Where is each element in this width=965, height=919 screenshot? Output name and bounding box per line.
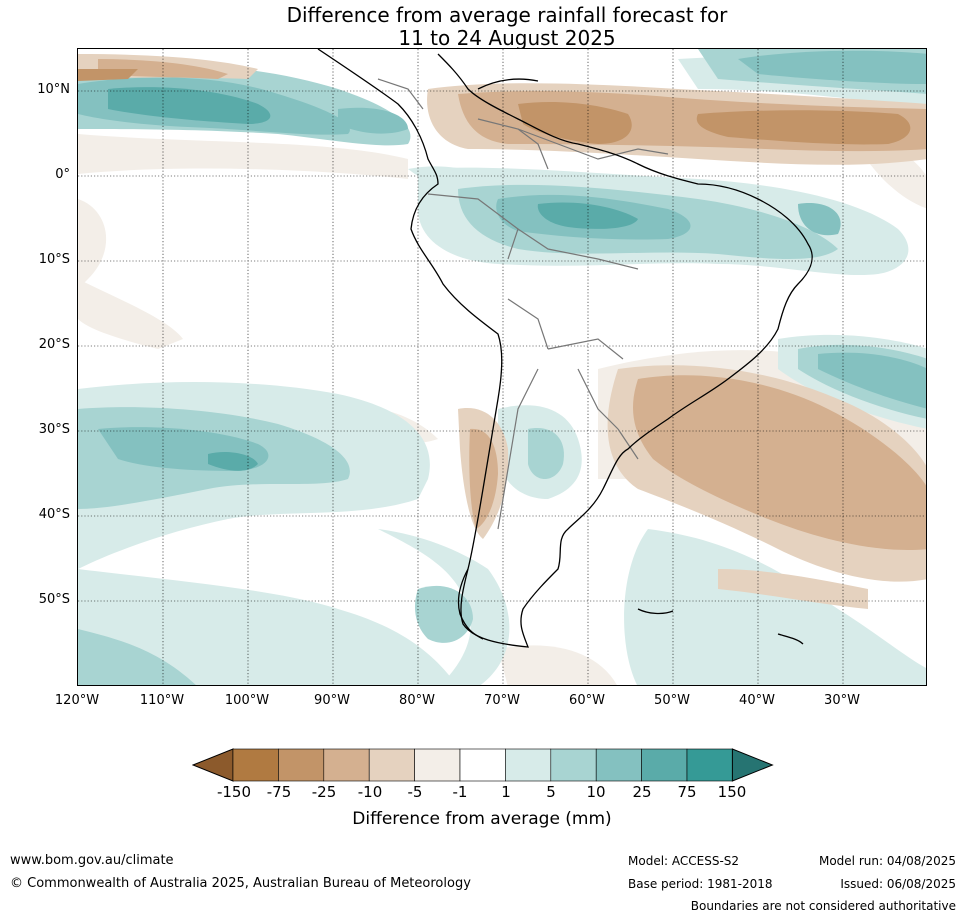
lat-label-40s: 40°S xyxy=(38,507,70,522)
colorbar-tick-label: -25 xyxy=(311,783,337,801)
lon-label-80w: 80°W xyxy=(399,693,435,708)
copyright-text: © Commonwealth of Australia 2025, Austra… xyxy=(10,876,471,891)
colorbar-swatch xyxy=(323,748,370,782)
colorbar-swatch xyxy=(368,748,415,782)
lon-label-60w: 60°W xyxy=(569,693,605,708)
lat-label-20s: 20°S xyxy=(38,337,70,352)
colorbar xyxy=(192,748,774,782)
rainfall-anomaly-map xyxy=(77,48,927,686)
colorbar-tick-label: -10 xyxy=(357,783,383,801)
lon-label-30w: 30°W xyxy=(824,693,860,708)
lon-label-50w: 50°W xyxy=(654,693,690,708)
colorbar-swatch xyxy=(686,748,733,782)
colorbar-title: Difference from average (mm) xyxy=(352,809,612,829)
map-title: Difference from average rainfall forecas… xyxy=(0,4,965,50)
colorbar-swatch xyxy=(641,748,688,782)
colorbar-tick-label: -5 xyxy=(407,783,423,801)
lat-label-0: 0° xyxy=(55,167,70,182)
colorbar-tick-label: 75 xyxy=(677,783,697,801)
lat-label-10s: 10°S xyxy=(38,252,70,267)
colorbar-tick-label: -75 xyxy=(266,783,292,801)
model-name: Model: ACCESS-S2 xyxy=(628,854,740,868)
boundaries-disclaimer: Boundaries are not considered authoritat… xyxy=(690,899,956,913)
colorbar-swatch xyxy=(505,748,552,782)
model-run-date: Model run: 04/08/2025 xyxy=(818,854,956,868)
lon-label-70w: 70°W xyxy=(484,693,520,708)
colorbar-tick-label: -150 xyxy=(216,783,252,801)
colorbar-extension-high xyxy=(731,748,774,782)
continent-coastline xyxy=(317,49,813,648)
colorbar-swatch xyxy=(278,748,325,782)
lat-label-30s: 30°S xyxy=(38,422,70,437)
title-line-1: Difference from average rainfall forecas… xyxy=(286,3,728,27)
lat-label-10n: 10°N xyxy=(37,82,70,97)
issued-date: Issued: 06/08/2025 xyxy=(840,877,956,891)
base-period: Base period: 1981-2018 xyxy=(628,877,773,891)
lon-label-110w: 110°W xyxy=(139,693,185,708)
lon-label-100w: 100°W xyxy=(224,693,270,708)
colorbar-tick-label: 5 xyxy=(546,783,556,801)
colorbar-tick-label: -1 xyxy=(452,783,468,801)
colorbar-swatch xyxy=(595,748,642,782)
title-line-2: 11 to 24 August 2025 xyxy=(398,26,616,50)
colorbar-tick-label: 25 xyxy=(632,783,652,801)
colorbar-tick-label: 10 xyxy=(586,783,606,801)
website-link[interactable]: www.bom.gov.au/climate xyxy=(10,853,174,868)
lon-label-120w: 120°W xyxy=(54,693,100,708)
colorbar-tick-label: 1 xyxy=(501,783,511,801)
colorbar-swatch xyxy=(550,748,597,782)
lat-label-50s: 50°S xyxy=(38,592,70,607)
colorbar-swatch xyxy=(232,748,279,782)
colorbar-extension-low xyxy=(192,748,234,782)
map-canvas xyxy=(78,49,926,685)
lon-label-40w: 40°W xyxy=(739,693,775,708)
colorbar-swatch xyxy=(459,748,506,782)
colorbar-tick-label: 150 xyxy=(717,783,747,801)
lon-label-90w: 90°W xyxy=(314,693,350,708)
country-borders xyxy=(377,78,669,530)
colorbar-swatch xyxy=(414,748,461,782)
